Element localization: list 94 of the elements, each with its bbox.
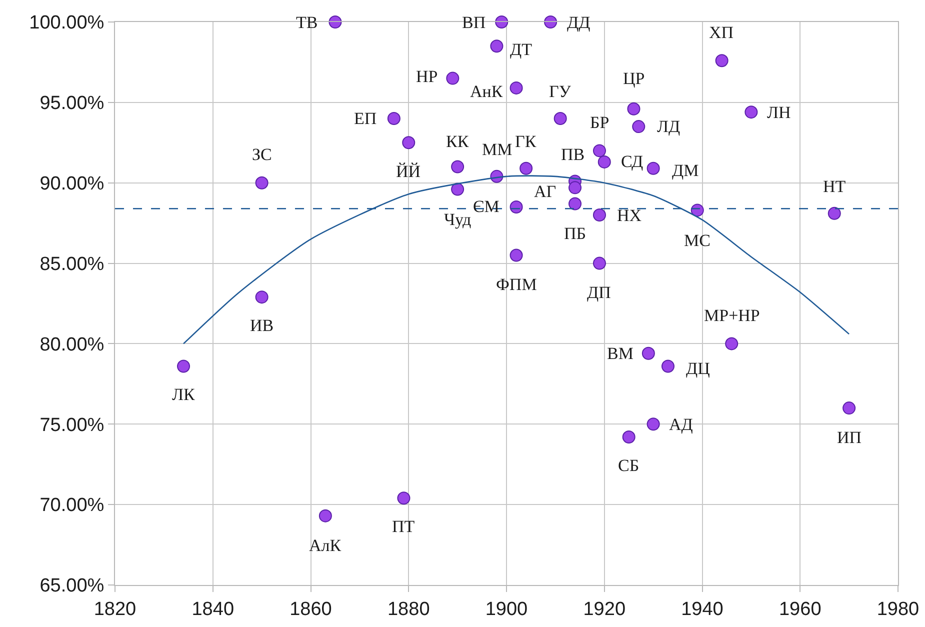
annotation: ИП (837, 428, 862, 447)
annotation: ГУ (549, 82, 572, 101)
point (828, 206, 841, 220)
point (255, 176, 268, 190)
annotation: ДМ (672, 161, 699, 180)
point (592, 144, 606, 158)
annotation: СБ (618, 456, 640, 475)
point (842, 402, 856, 415)
point (646, 418, 660, 431)
annotation: ЄМ (473, 197, 500, 216)
annotation: СД (621, 152, 644, 171)
point (318, 509, 332, 522)
annotation: ПТ (392, 517, 416, 536)
annotation: БР (590, 113, 610, 132)
annotation: МР+НР (704, 306, 760, 325)
annotation: ЦР (623, 69, 645, 88)
annotation: НР (416, 67, 438, 86)
annotation: ВМ (607, 344, 634, 363)
annotation: ПВ (561, 145, 585, 164)
x-tick-label: 1960 (778, 598, 822, 620)
annotation: ПБ (564, 224, 586, 243)
point (510, 81, 523, 94)
annotation: АнК (470, 82, 504, 101)
annotation: ДП (587, 283, 611, 302)
x-tick-label: 1980 (876, 598, 920, 620)
point (446, 72, 460, 85)
point (627, 102, 640, 116)
annotation: ММ (482, 140, 512, 159)
point (744, 106, 758, 119)
point (402, 136, 416, 150)
point (646, 162, 660, 175)
annotation: ЛД (657, 117, 681, 136)
annotation: ДД (567, 13, 591, 32)
annotation: АГ (534, 182, 556, 201)
annotation: АлК (309, 536, 342, 555)
annotation: Чуд (444, 210, 472, 229)
point (387, 112, 400, 126)
point (451, 160, 464, 174)
y-tick-label: 100.00% (29, 12, 104, 34)
point (397, 492, 410, 505)
y-tick-label: 95.00% (40, 93, 104, 114)
x-tick-label: 1820 (94, 598, 136, 620)
point (642, 346, 655, 360)
point (632, 120, 646, 134)
annotation: ЗС (252, 145, 272, 164)
annotation: НХ (617, 206, 642, 225)
point (622, 430, 636, 444)
point (568, 197, 582, 210)
annotation: ЙЙ (396, 162, 421, 181)
point (495, 16, 508, 28)
point (451, 182, 464, 196)
x-tick-label: 1940 (681, 598, 724, 620)
point (510, 248, 523, 262)
annotation: ЛН (767, 103, 791, 122)
y-tick-label: 90.00% (40, 174, 104, 195)
y-tick-label: 70.00% (40, 495, 104, 516)
annotation: ДЦ (686, 359, 710, 378)
point (715, 54, 728, 68)
annotation: ФПМ (496, 275, 537, 294)
annotation: ДТ (510, 40, 533, 59)
point (598, 155, 611, 168)
y-tick-label: 65.00% (40, 576, 104, 597)
y-tick-label: 85.00% (40, 254, 104, 275)
y-tick-label: 75.00% (40, 414, 104, 436)
point (255, 290, 268, 304)
point (554, 112, 567, 126)
x-tick-label: 1880 (387, 598, 430, 620)
point (544, 16, 558, 28)
point (490, 40, 504, 53)
x-tick-label: 1860 (290, 598, 332, 620)
annotation: ХП (709, 23, 734, 42)
point (328, 16, 342, 28)
x-tick-label: 1840 (192, 598, 234, 620)
point (725, 337, 738, 350)
point (177, 360, 190, 373)
point (592, 208, 606, 222)
annotation: АД (669, 415, 694, 434)
annotation: КК (446, 132, 470, 151)
annotation: ЕП (354, 109, 377, 128)
annotation: ВП (462, 13, 486, 32)
annotation: МС (684, 231, 710, 250)
point (510, 200, 523, 214)
annotation: НТ (823, 177, 846, 196)
point (568, 181, 582, 194)
point (661, 360, 674, 373)
x-tick-label: 1920 (583, 598, 626, 620)
annotation: ТВ (296, 13, 318, 32)
point (592, 256, 606, 270)
x-tick-label: 1900 (485, 598, 528, 620)
point (520, 162, 533, 175)
annotation: ГК (515, 132, 537, 151)
annotation: ИВ (250, 316, 274, 335)
annotation: ЛК (172, 385, 196, 404)
y-tick-label: 80.00% (40, 334, 104, 356)
